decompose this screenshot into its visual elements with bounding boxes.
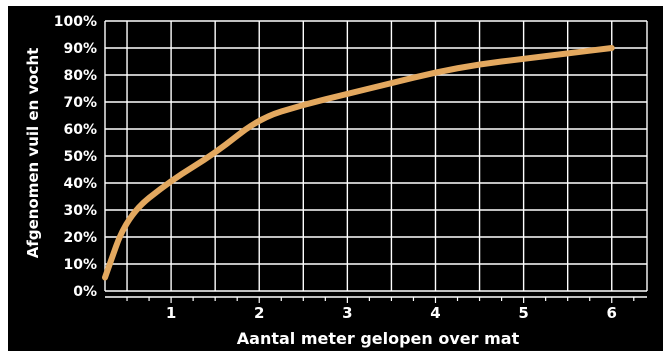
x-tick-label: 4 [430, 304, 440, 322]
x-tick-label: 6 [607, 304, 617, 322]
y-tick-label: 70% [63, 95, 97, 111]
y-tick-label: 80% [63, 68, 97, 84]
y-tick-label: 60% [63, 122, 97, 138]
y-tick-label: 50% [63, 149, 97, 165]
x-tick-label: 5 [518, 304, 528, 322]
chart-background [8, 6, 663, 351]
x-tick-label: 1 [166, 304, 176, 322]
tick-labels: 0% 10% 20% 30% 40% 50% 60% 70% 80% 90% 100% 1 2 3 4 5 6 [54, 14, 617, 322]
y-tick-label: 90% [63, 41, 97, 57]
y-tick-label: 30% [63, 203, 97, 219]
series-group [102, 45, 615, 281]
y-tick-label: 10% [63, 257, 97, 273]
grid [104, 20, 648, 303]
x-tick-label: 2 [254, 304, 264, 322]
x-axis-label: Aantal meter gelopen over mat [237, 329, 520, 348]
series-line [102, 45, 615, 281]
y-tick-label: 0% [73, 284, 97, 300]
x-tick-label: 3 [342, 304, 352, 322]
y-tick-label: 20% [63, 230, 97, 246]
y-tick-label: 40% [63, 176, 97, 192]
y-tick-label: 100% [54, 14, 97, 30]
y-axis-label: Afgenomen vuil en vocht [24, 48, 42, 259]
